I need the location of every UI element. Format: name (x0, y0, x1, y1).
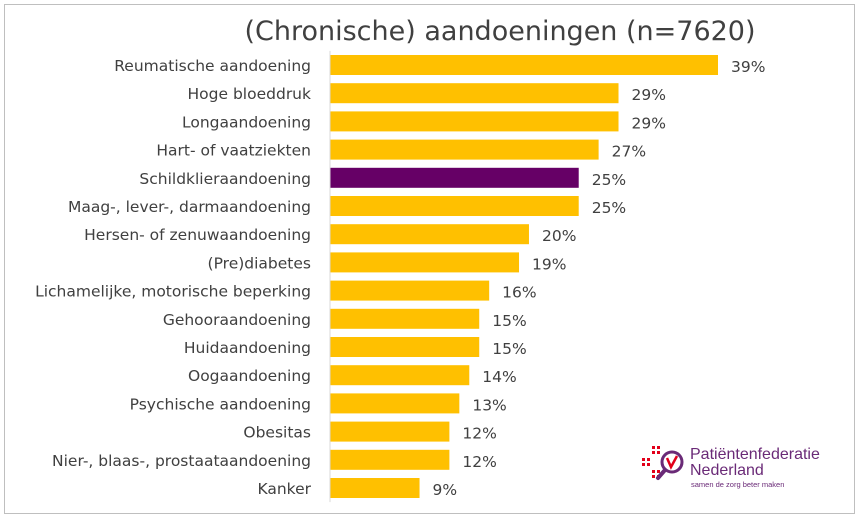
patientenfederatie-logo: Patiëntenfederatie Nederland samen de zo… (640, 444, 840, 494)
value-label: 25% (592, 171, 626, 189)
value-label: 25% (592, 199, 626, 217)
bar (330, 224, 529, 245)
value-label: 12% (462, 453, 496, 471)
value-label: 15% (492, 312, 526, 330)
bar (330, 365, 470, 386)
logo-line-2: Nederland (690, 462, 764, 479)
value-label: 19% (532, 255, 566, 273)
category-label: Nier-, blaas-, prostaataandoening (52, 452, 311, 470)
bar (330, 337, 480, 357)
category-label: Reumatische aandoening (114, 57, 311, 75)
category-label: (Pre)diabetes (208, 254, 311, 272)
value-label: 14% (482, 368, 516, 386)
value-label: 29% (632, 86, 666, 104)
bar (330, 139, 599, 160)
value-label: 20% (542, 227, 576, 245)
bar (330, 55, 718, 75)
logo-line-1: Patiëntenfederatie (690, 446, 820, 463)
value-label: 9% (433, 481, 458, 499)
category-label: Schildklieraandoening (139, 170, 311, 188)
category-label: Gehooraandoening (163, 311, 311, 329)
value-label: 27% (612, 143, 646, 161)
value-label: 12% (462, 425, 496, 443)
bar (330, 83, 619, 104)
category-label: Kanker (257, 480, 311, 498)
category-label: Hersen- of zenuwaandoening (84, 226, 311, 244)
bar (330, 393, 460, 414)
category-label: Hart- of vaatziekten (156, 142, 311, 160)
chart-title: (Chronische) aandoeningen (n=7620) (244, 16, 756, 47)
category-label: Hoge bloeddruk (188, 85, 311, 103)
value-label: 39% (731, 58, 765, 76)
category-label: Maag-, lever-, darmaandoening (68, 198, 311, 216)
value-label: 29% (632, 114, 666, 132)
bar (330, 111, 619, 132)
bar (330, 196, 579, 216)
value-label: 16% (502, 284, 536, 302)
category-label: Obesitas (243, 424, 311, 442)
logo-tagline: samen de zorg beter maken (691, 480, 785, 489)
bar (330, 280, 490, 301)
category-label: Lichamelijke, motorische beperking (35, 283, 311, 301)
bar (330, 478, 420, 498)
category-label: Longaandoening (182, 113, 311, 131)
bar (330, 308, 480, 329)
category-label: Psychische aandoening (130, 395, 311, 413)
category-label: Oogaandoening (188, 367, 311, 385)
bar (330, 252, 520, 273)
bar (330, 449, 450, 470)
bar-highlight (330, 167, 579, 188)
value-label: 13% (472, 396, 506, 414)
category-label: Huidaandoening (184, 339, 311, 357)
value-label: 15% (492, 340, 526, 358)
logo-cross-magnifier-icon (642, 446, 684, 480)
bar (330, 421, 450, 442)
